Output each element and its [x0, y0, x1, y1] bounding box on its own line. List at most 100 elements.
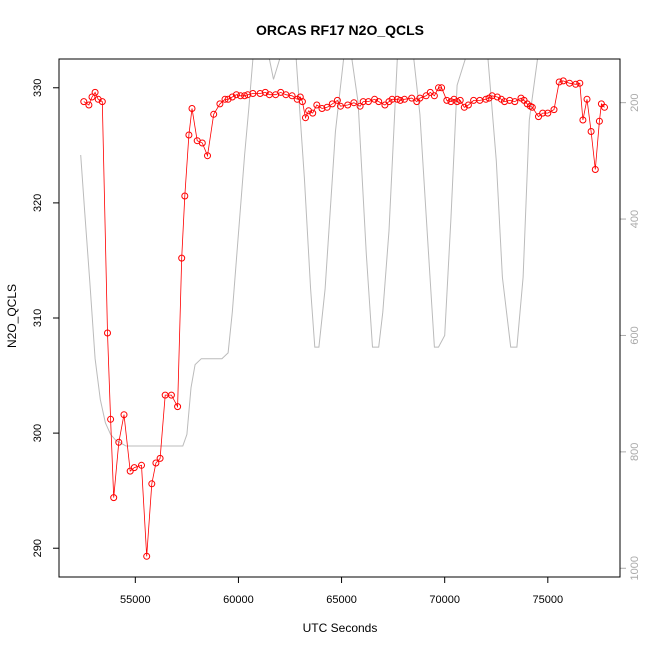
data-point [426, 88, 434, 96]
x-tick-label: 60000 [223, 594, 254, 606]
data-point [185, 131, 193, 139]
data-point [228, 93, 236, 101]
data-point [587, 128, 595, 135]
data-point [130, 464, 138, 472]
data-point [328, 100, 336, 108]
y2-tick-label: 1000 [629, 556, 641, 580]
data-point [344, 101, 352, 109]
data-point [167, 391, 175, 399]
x-tick-label: 75000 [533, 594, 564, 606]
data-point [579, 116, 587, 124]
data-point [416, 94, 424, 102]
data-point [91, 88, 99, 96]
data-point [401, 95, 408, 103]
data-point [152, 459, 160, 467]
x-tick-label: 65000 [326, 594, 357, 606]
data-point [174, 403, 182, 411]
data-point [241, 92, 249, 100]
data-point [559, 77, 567, 85]
data-point [544, 109, 552, 117]
data-point [375, 98, 383, 106]
data-point [333, 96, 341, 104]
data-point [302, 114, 309, 122]
data-point [288, 92, 296, 100]
data-point [261, 88, 269, 96]
data-point [210, 110, 218, 118]
data-point [595, 117, 603, 125]
data-point [535, 113, 542, 121]
y2-tick-label: 800 [629, 443, 641, 461]
data-point [506, 96, 514, 104]
y-tick-label: 290 [32, 539, 44, 557]
data-point [396, 96, 404, 104]
data-point [178, 254, 186, 262]
data-point [488, 92, 496, 100]
y2-tick-label: 200 [629, 93, 641, 111]
data-point [364, 98, 372, 106]
data-point [107, 415, 115, 423]
data-point [453, 98, 461, 106]
plot-frame [58, 58, 621, 578]
data-point [460, 103, 468, 111]
data-point [120, 411, 128, 419]
data-point [371, 95, 379, 103]
chart-title: ORCAS RF17 N2O_QCLS [256, 22, 424, 38]
data-point [126, 467, 134, 475]
data-point [318, 105, 326, 112]
y-axis-label: N2O_QCLS [5, 284, 19, 348]
data-point [482, 95, 490, 103]
x-tick-label: 70000 [429, 594, 460, 606]
data-point [501, 98, 508, 106]
data-point [80, 98, 88, 106]
data-point [85, 101, 93, 109]
y-tick-label: 300 [32, 424, 44, 442]
data-point [443, 96, 451, 104]
data-point [528, 103, 536, 111]
data-point [298, 98, 306, 106]
data-point [388, 95, 396, 103]
data-point [94, 95, 102, 103]
data-point [305, 107, 313, 115]
data-point [381, 101, 389, 109]
data-point [138, 461, 145, 469]
data-point [237, 92, 244, 100]
data-point [539, 109, 547, 117]
data-point [244, 91, 252, 99]
y-tick-label: 310 [32, 309, 44, 327]
data-point [555, 78, 563, 86]
data-point [601, 103, 608, 111]
data-point [583, 95, 591, 103]
data-point [313, 101, 321, 109]
y2-tick-label: 400 [629, 210, 641, 228]
data-point [198, 139, 206, 147]
data-point [221, 95, 229, 103]
data-point [110, 494, 118, 502]
y-tick-label: 330 [32, 79, 44, 97]
data-point [104, 329, 111, 337]
data-point [181, 192, 189, 200]
y-tick-label: 320 [32, 194, 44, 212]
data-point [456, 96, 464, 104]
data-point [98, 98, 106, 106]
data-point [224, 95, 232, 103]
data-point [143, 552, 151, 560]
data-point [576, 79, 584, 87]
data-point [216, 100, 224, 108]
data-point [438, 84, 446, 92]
data-point [309, 109, 317, 117]
data-point [232, 91, 240, 99]
data-point [359, 98, 367, 106]
data-point [156, 454, 164, 462]
data-point [422, 92, 430, 100]
data-point [550, 106, 558, 114]
data-point [350, 99, 358, 107]
data-point [204, 152, 211, 160]
data-point [430, 92, 438, 100]
data-point [591, 166, 599, 173]
primary-series-layer [80, 77, 608, 560]
data-point [572, 80, 580, 88]
data-point [408, 94, 416, 102]
x-axis-label: UTC Seconds [303, 621, 378, 635]
x-tick-label: 55000 [120, 594, 151, 606]
data-point [393, 95, 401, 103]
